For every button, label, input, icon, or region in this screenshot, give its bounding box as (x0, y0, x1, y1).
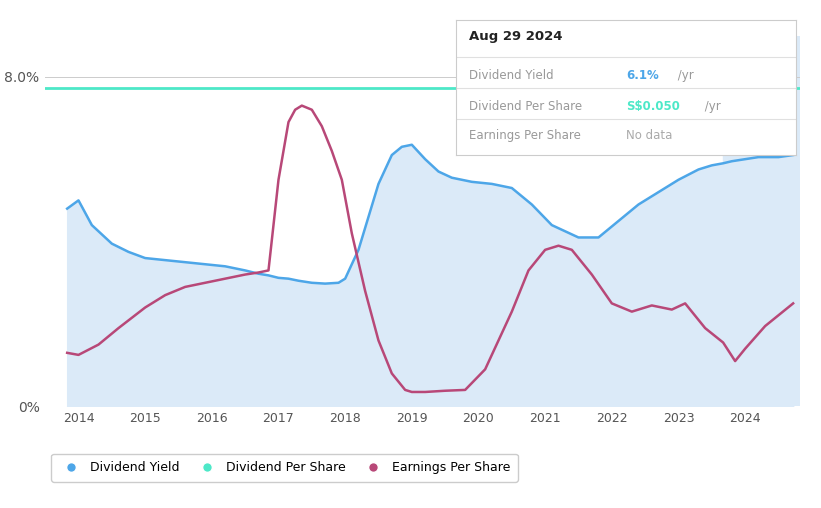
Text: Past: Past (728, 75, 754, 87)
Text: S$0.050: S$0.050 (626, 100, 680, 113)
Text: Dividend Per Share: Dividend Per Share (470, 100, 582, 113)
Text: /yr: /yr (674, 69, 694, 82)
Text: No data: No data (626, 130, 672, 142)
Text: Earnings Per Share: Earnings Per Share (470, 130, 581, 142)
Bar (723, 36, 800, 406)
Text: Aug 29 2024: Aug 29 2024 (470, 30, 562, 43)
Text: /yr: /yr (701, 100, 721, 113)
Legend: Dividend Yield, Dividend Per Share, Earnings Per Share: Dividend Yield, Dividend Per Share, Earn… (52, 454, 518, 482)
Text: Dividend Yield: Dividend Yield (470, 69, 554, 82)
Text: 6.1%: 6.1% (626, 69, 658, 82)
